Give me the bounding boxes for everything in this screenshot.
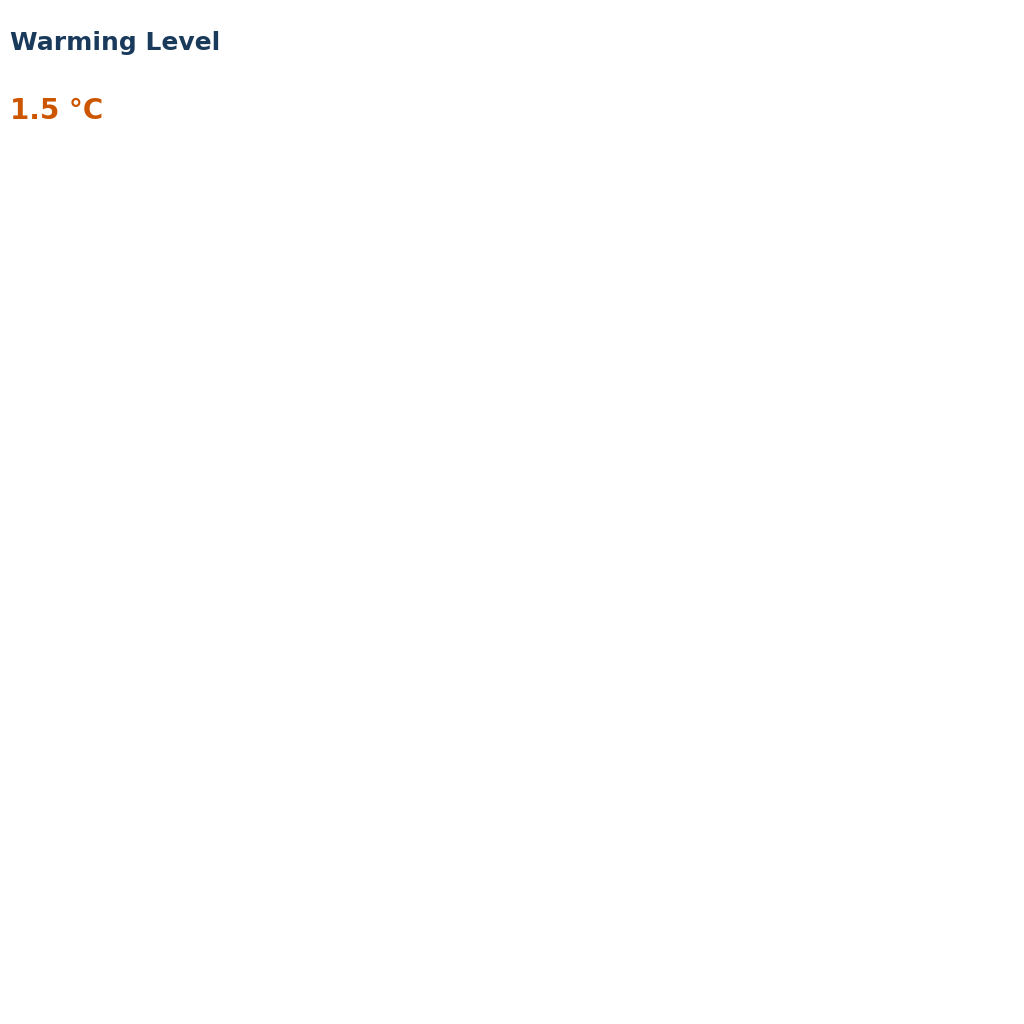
Text: Warming Level: Warming Level bbox=[10, 31, 220, 54]
Text: 1.5 °C: 1.5 °C bbox=[10, 97, 103, 125]
